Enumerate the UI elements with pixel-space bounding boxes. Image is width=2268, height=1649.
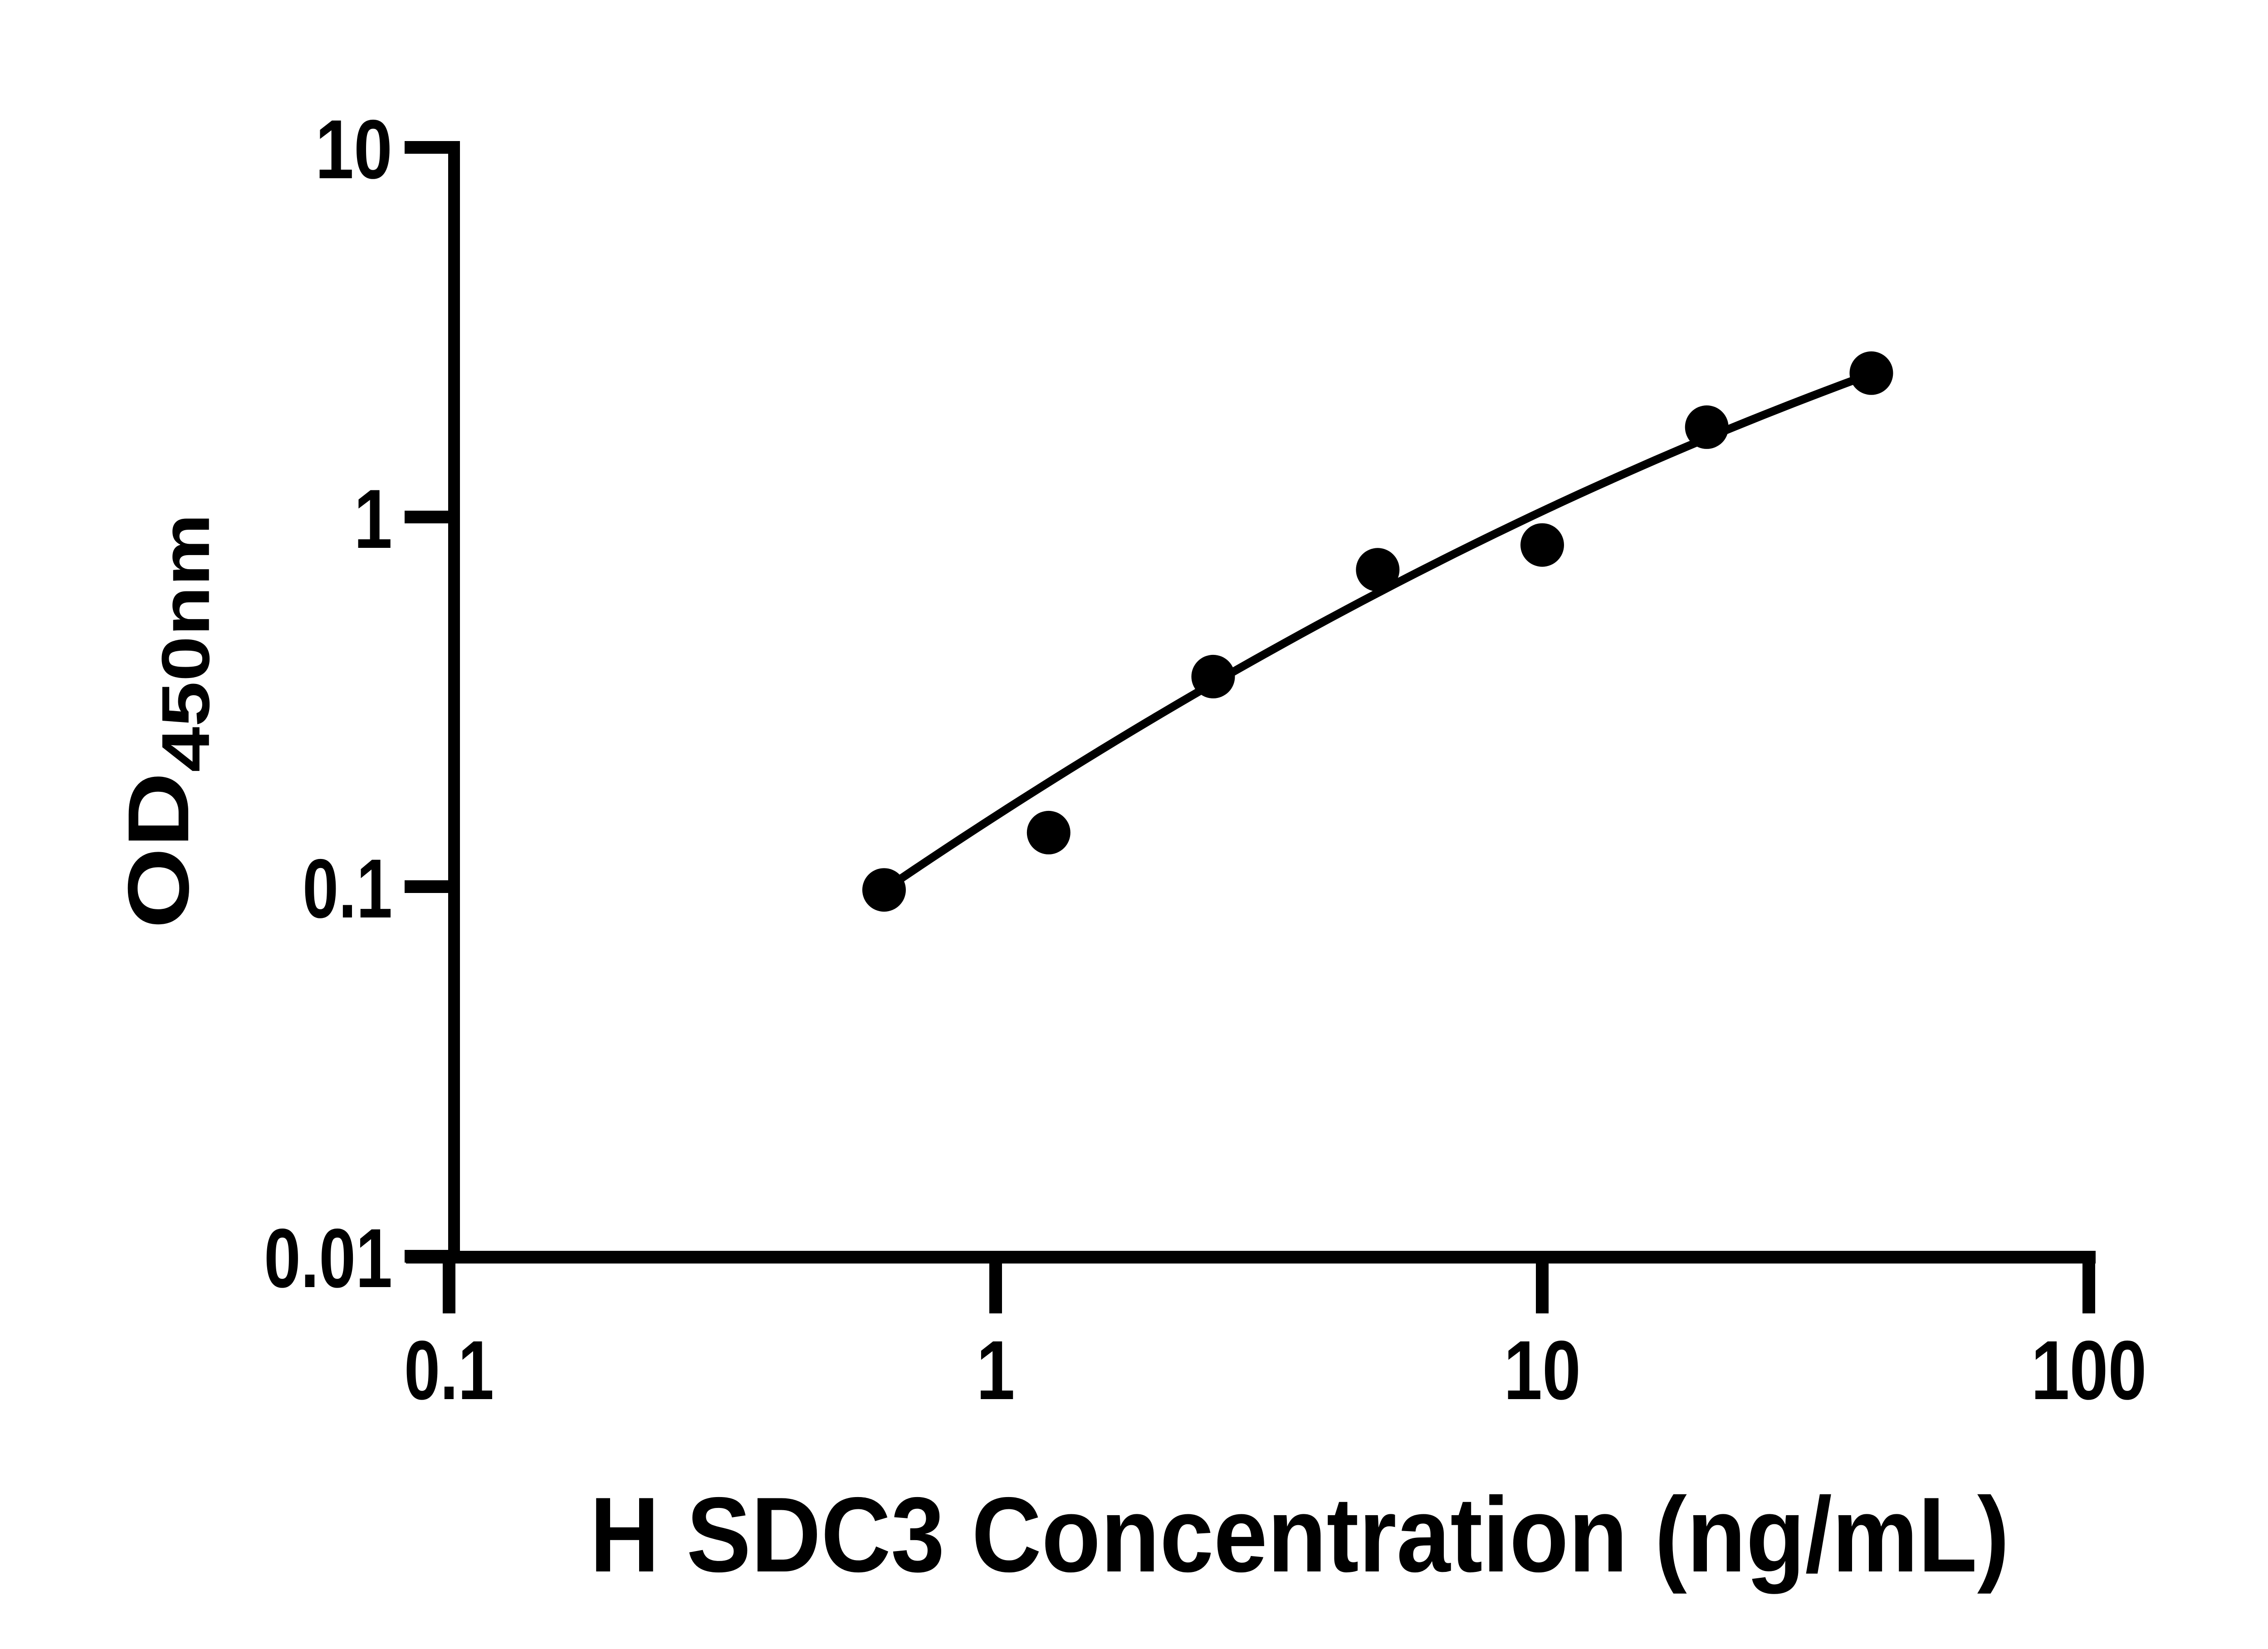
x-tick-label-100: 100 <box>2031 1324 2147 1417</box>
data-point-1.25 <box>1026 810 1070 854</box>
y-tick-0.1 <box>405 880 448 893</box>
data-point-40 <box>1849 351 1893 395</box>
data-points <box>862 351 1893 912</box>
y-tick-label-0.01: 0.01 <box>264 1212 392 1305</box>
y-axis-tick-labels: 10 1 0.1 0.01 <box>264 103 392 1305</box>
x-axis-ticks <box>443 1264 2095 1313</box>
x-tick-0.1 <box>443 1264 455 1313</box>
data-point-5 <box>1356 548 1400 592</box>
y-axis-title-main: OD <box>110 772 206 929</box>
y-axis-title-subscript: 450nm <box>148 513 224 772</box>
x-tick-label-1: 1 <box>977 1324 1015 1417</box>
y-tick-1 <box>405 511 448 523</box>
y-tick-label-10: 10 <box>315 103 392 196</box>
y-axis-title: OD450nm <box>110 513 224 928</box>
x-axis-tick-labels: 0.1 1 10 100 <box>404 1324 2147 1417</box>
x-tick-100 <box>2082 1264 2095 1313</box>
data-point-20 <box>1685 405 1729 449</box>
y-tick-10 <box>405 141 448 154</box>
y-tick-label-1: 1 <box>354 473 392 566</box>
x-tick-1 <box>989 1264 1002 1313</box>
y-axis-spine <box>448 141 460 1263</box>
data-point-2.5 <box>1191 654 1235 698</box>
x-axis-spine <box>406 1251 2096 1264</box>
x-tick-label-0.1: 0.1 <box>404 1324 494 1417</box>
data-point-10 <box>1520 523 1564 567</box>
x-tick-10 <box>1536 1264 1549 1313</box>
y-tick-label-0.1: 0.1 <box>303 842 392 936</box>
x-tick-label-10: 10 <box>1504 1324 1581 1417</box>
data-point-0.625 <box>862 868 906 912</box>
x-axis-title: H SDC3 Concentration (ng/mL) <box>590 1475 2009 1594</box>
x-axis: 0.1 1 10 100 <box>404 1251 2147 1417</box>
